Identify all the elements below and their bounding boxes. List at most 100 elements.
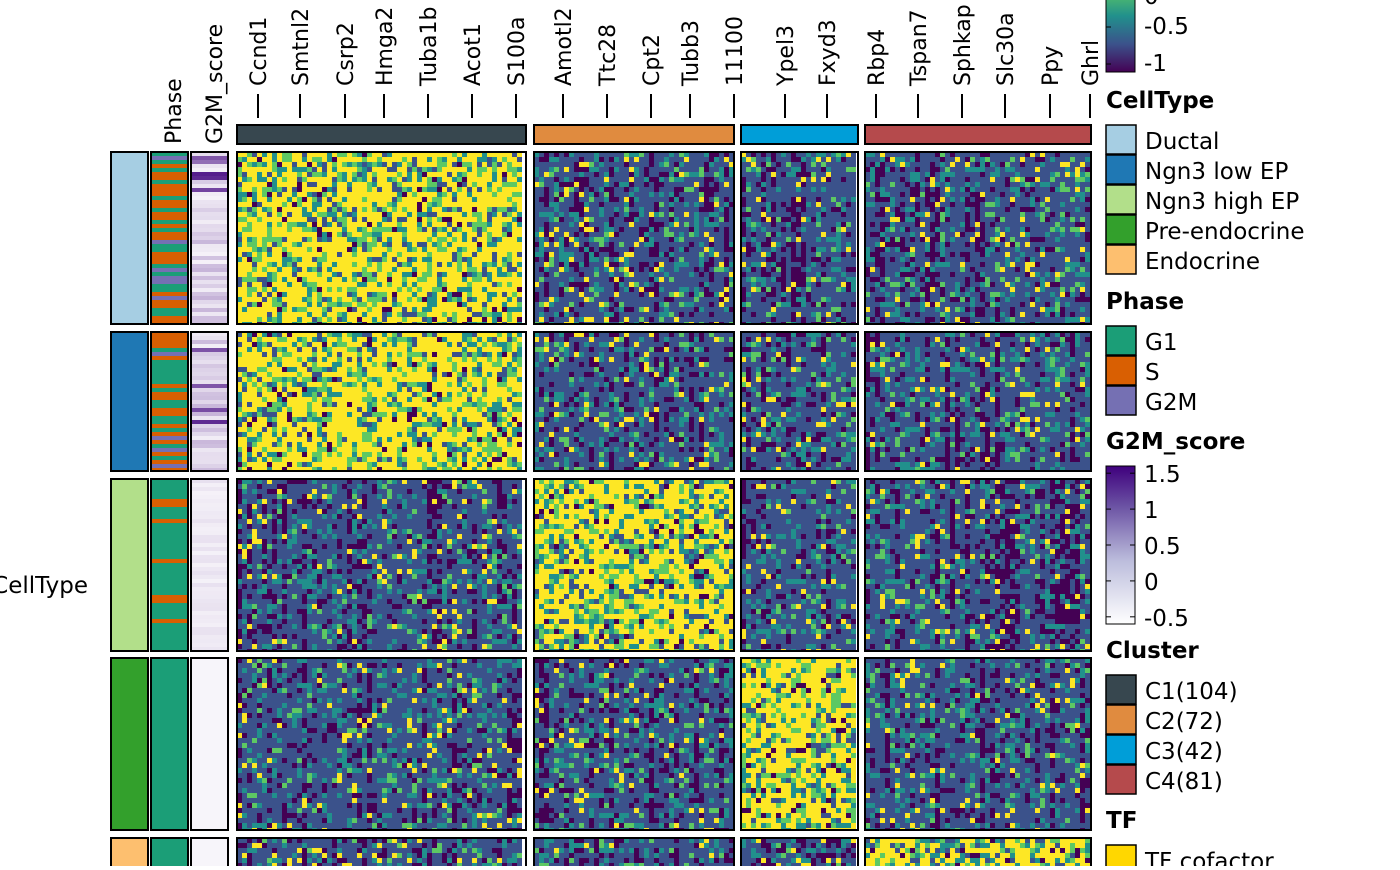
heatmap-cell (342, 237, 347, 242)
heatmap-cell (554, 307, 559, 312)
heatmap-cell (397, 287, 402, 292)
heatmap-cell (512, 242, 517, 247)
heatmap-cell (517, 247, 522, 252)
heatmap-cell (362, 157, 367, 162)
heatmap-cell (402, 202, 407, 207)
heatmap-cell (387, 232, 392, 237)
heatmap-cell (432, 197, 437, 202)
heatmap-cell (292, 282, 297, 287)
heatmap-cell (392, 222, 397, 227)
heatmap-cell (472, 317, 477, 322)
heatmap-cell (554, 257, 559, 262)
heatmap-cell (427, 252, 432, 257)
heatmap-cell (377, 202, 382, 207)
heatmap-cell (297, 157, 302, 162)
heatmap-cell (277, 302, 282, 307)
heatmap-cell (554, 287, 559, 292)
heatmap-cell (477, 177, 482, 182)
heatmap-cell (447, 162, 452, 167)
heatmap-cell (447, 312, 452, 317)
heatmap-cell (507, 312, 512, 317)
heatmap-cell (549, 227, 554, 232)
heatmap-cell (559, 202, 564, 207)
heatmap-cell (512, 222, 517, 227)
heatmap-cell (412, 202, 417, 207)
heatmap-cell (392, 207, 397, 212)
heatmap-cell (317, 207, 322, 212)
heatmap-cell (377, 177, 382, 182)
heatmap-cell (277, 217, 282, 222)
heatmap-cell (392, 287, 397, 292)
heatmap-cell (257, 237, 262, 242)
heatmap-cell (512, 177, 517, 182)
heatmap-cell (332, 162, 337, 167)
heatmap-cell (357, 252, 362, 257)
heatmap-cell (287, 192, 292, 197)
heatmap-cell (569, 227, 574, 232)
heatmap-cell (497, 302, 502, 307)
heatmap-cell (387, 277, 392, 282)
heatmap-cell (512, 257, 517, 262)
heatmap-cell (287, 292, 292, 297)
heatmap-cell (569, 307, 574, 312)
heatmap-cell (257, 307, 262, 312)
heatmap-cell (544, 212, 549, 217)
heatmap-cell (387, 262, 392, 267)
heatmap-cell (372, 312, 377, 317)
heatmap-cell (544, 282, 549, 287)
heatmap-cell (382, 202, 387, 207)
heatmap-cell (447, 187, 452, 192)
heatmap-cell (382, 237, 387, 242)
heatmap-cell (242, 297, 247, 302)
heatmap-cell (462, 227, 467, 232)
heatmap-cell (277, 157, 282, 162)
heatmap-cell (517, 297, 522, 302)
heatmap-cell (492, 272, 497, 277)
heatmap-cell (417, 257, 422, 262)
heatmap-cell (377, 287, 382, 292)
heatmap-cell (322, 302, 327, 307)
heatmap-cell (549, 237, 554, 242)
heatmap-cell (332, 157, 337, 162)
heatmap-cell (397, 157, 402, 162)
heatmap-cells (237, 152, 1091, 866)
heatmap-cell (332, 297, 337, 302)
heatmap-cell (402, 267, 407, 272)
heatmap-cell (357, 157, 362, 162)
heatmap-cell (337, 262, 342, 267)
heatmap-cell (442, 302, 447, 307)
heatmap-cell (357, 197, 362, 202)
heatmap-cell (539, 302, 544, 307)
heatmap-cell (417, 217, 422, 222)
heatmap-cell (337, 297, 342, 302)
heatmap-cell (432, 252, 437, 257)
heatmap-cell (442, 272, 447, 277)
heatmap-cell (292, 207, 297, 212)
heatmap-cell (287, 197, 292, 202)
heatmap-cell (362, 202, 367, 207)
heatmap-cell (452, 177, 457, 182)
heatmap-cell (502, 172, 507, 177)
heatmap-cell (507, 277, 512, 282)
heatmap-cell (297, 242, 302, 247)
heatmap-cell (437, 182, 442, 187)
heatmap-cell (277, 182, 282, 187)
heatmap-cell (327, 207, 332, 212)
heatmap-cell (252, 182, 257, 187)
heatmap-cell (437, 307, 442, 312)
heatmap-cell (412, 237, 417, 242)
heatmap-cell (317, 267, 322, 272)
heatmap-cell (502, 162, 507, 167)
heatmap-cell (307, 162, 312, 167)
heatmap-cell (242, 172, 247, 177)
heatmap-cell (432, 267, 437, 272)
heatmap-cell (487, 157, 492, 162)
heatmap-cell (352, 237, 357, 242)
heatmap-cell (569, 162, 574, 167)
heatmap-cell (477, 262, 482, 267)
heatmap-cell (247, 192, 252, 197)
heatmap-cell (337, 217, 342, 222)
heatmap-cell (292, 172, 297, 177)
heatmap-cell (447, 287, 452, 292)
heatmap-cell (549, 157, 554, 162)
